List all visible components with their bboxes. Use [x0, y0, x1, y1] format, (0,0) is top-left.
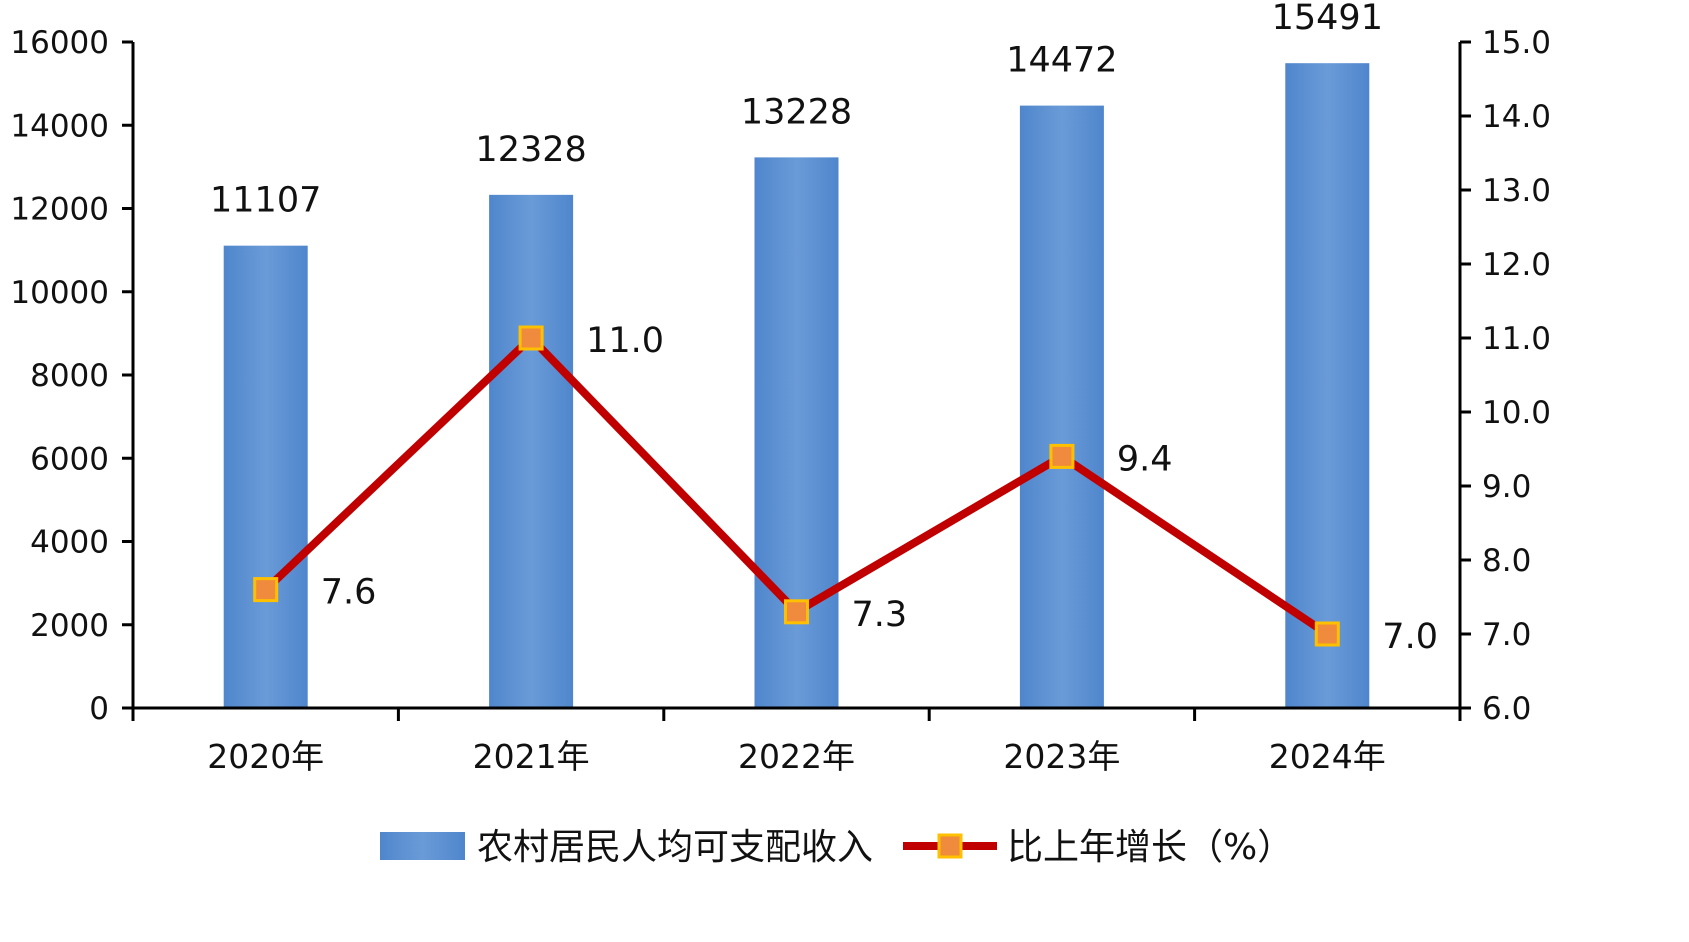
y-right-tick-label-5: 11.0 — [1482, 321, 1551, 357]
y-right-tick-label-9: 15.0 — [1482, 25, 1551, 61]
y-left-tick-label-3: 6000 — [30, 441, 109, 477]
line-layer — [253, 325, 1340, 647]
y-right-tick-label-3: 9.0 — [1482, 469, 1531, 505]
y-right-tick-label-1: 7.0 — [1482, 617, 1531, 653]
legend-line-marker — [937, 833, 963, 859]
y-right-tick-label-6: 12.0 — [1482, 247, 1551, 283]
y-left-tick-label-8: 16000 — [10, 25, 109, 61]
y-left-tick-label-2: 4000 — [30, 525, 109, 561]
growth-value-label-3: 9.4 — [1117, 439, 1173, 479]
x-tick-label-0: 2020年 — [207, 737, 324, 776]
bar-4 — [1285, 63, 1370, 708]
growth-marker-2 — [784, 599, 809, 625]
bar-0 — [223, 245, 308, 708]
x-tick-label-2: 2022年 — [738, 737, 855, 776]
growth-value-label-2: 7.3 — [852, 595, 908, 635]
bar-value-label-1: 12328 — [475, 130, 586, 170]
growth-marker-4 — [1314, 621, 1340, 647]
y-right-tick-label-4: 10.0 — [1482, 395, 1551, 431]
y-right-tick-label-8: 14.0 — [1482, 99, 1551, 135]
y-left-tick-label-7: 14000 — [10, 108, 109, 144]
y-right-tick-label-0: 6.0 — [1482, 691, 1531, 727]
legend-bar-swatch — [380, 832, 465, 860]
bars-layer — [223, 63, 1370, 709]
growth-marker-0 — [253, 577, 279, 603]
y-left-tick-label-5: 10000 — [10, 275, 109, 311]
y-left-tick-label-4: 8000 — [30, 358, 109, 394]
bar-value-label-4: 15491 — [1272, 0, 1383, 38]
axes-layer: 0 2000 4000 6000 8000 10000 12000 14000 16000 6.0… — [10, 25, 1551, 776]
labels-layer: 11107 12328 13228 14472 15491 7.6 11.0 7.3 9.4 7.… — [210, 0, 1438, 657]
y-right-tick-label-2: 8.0 — [1482, 543, 1531, 579]
bar-value-label-0: 11107 — [210, 181, 321, 221]
bar-2 — [754, 157, 839, 708]
growth-marker-1 — [518, 325, 544, 351]
legend-bar-label: 农村居民人均可支配收入 — [477, 827, 873, 868]
bar-value-label-2: 13228 — [741, 92, 852, 132]
y-left-tick-label-6: 12000 — [10, 192, 109, 228]
y-left-tick-label-0: 0 — [89, 691, 109, 727]
y-right-tick-label-7: 13.0 — [1482, 173, 1551, 209]
growth-value-label-0: 7.6 — [321, 573, 377, 613]
x-tick-label-4: 2024年 — [1269, 737, 1386, 776]
bar-1 — [489, 194, 574, 709]
y-left-tick-label-1: 2000 — [30, 608, 109, 644]
legend: 农村居民人均可支配收入 比上年增长（%） — [380, 827, 1293, 868]
legend-line-label: 比上年增长（%） — [1007, 827, 1293, 868]
growth-value-label-1: 11.0 — [586, 321, 664, 361]
x-tick-label-1: 2021年 — [473, 737, 590, 776]
x-tick-label-3: 2023年 — [1003, 737, 1120, 776]
growth-value-label-4: 7.0 — [1382, 617, 1438, 657]
bar-3 — [1019, 105, 1104, 708]
bar-value-label-3: 14472 — [1006, 41, 1117, 81]
growth-marker-3 — [1049, 443, 1075, 469]
